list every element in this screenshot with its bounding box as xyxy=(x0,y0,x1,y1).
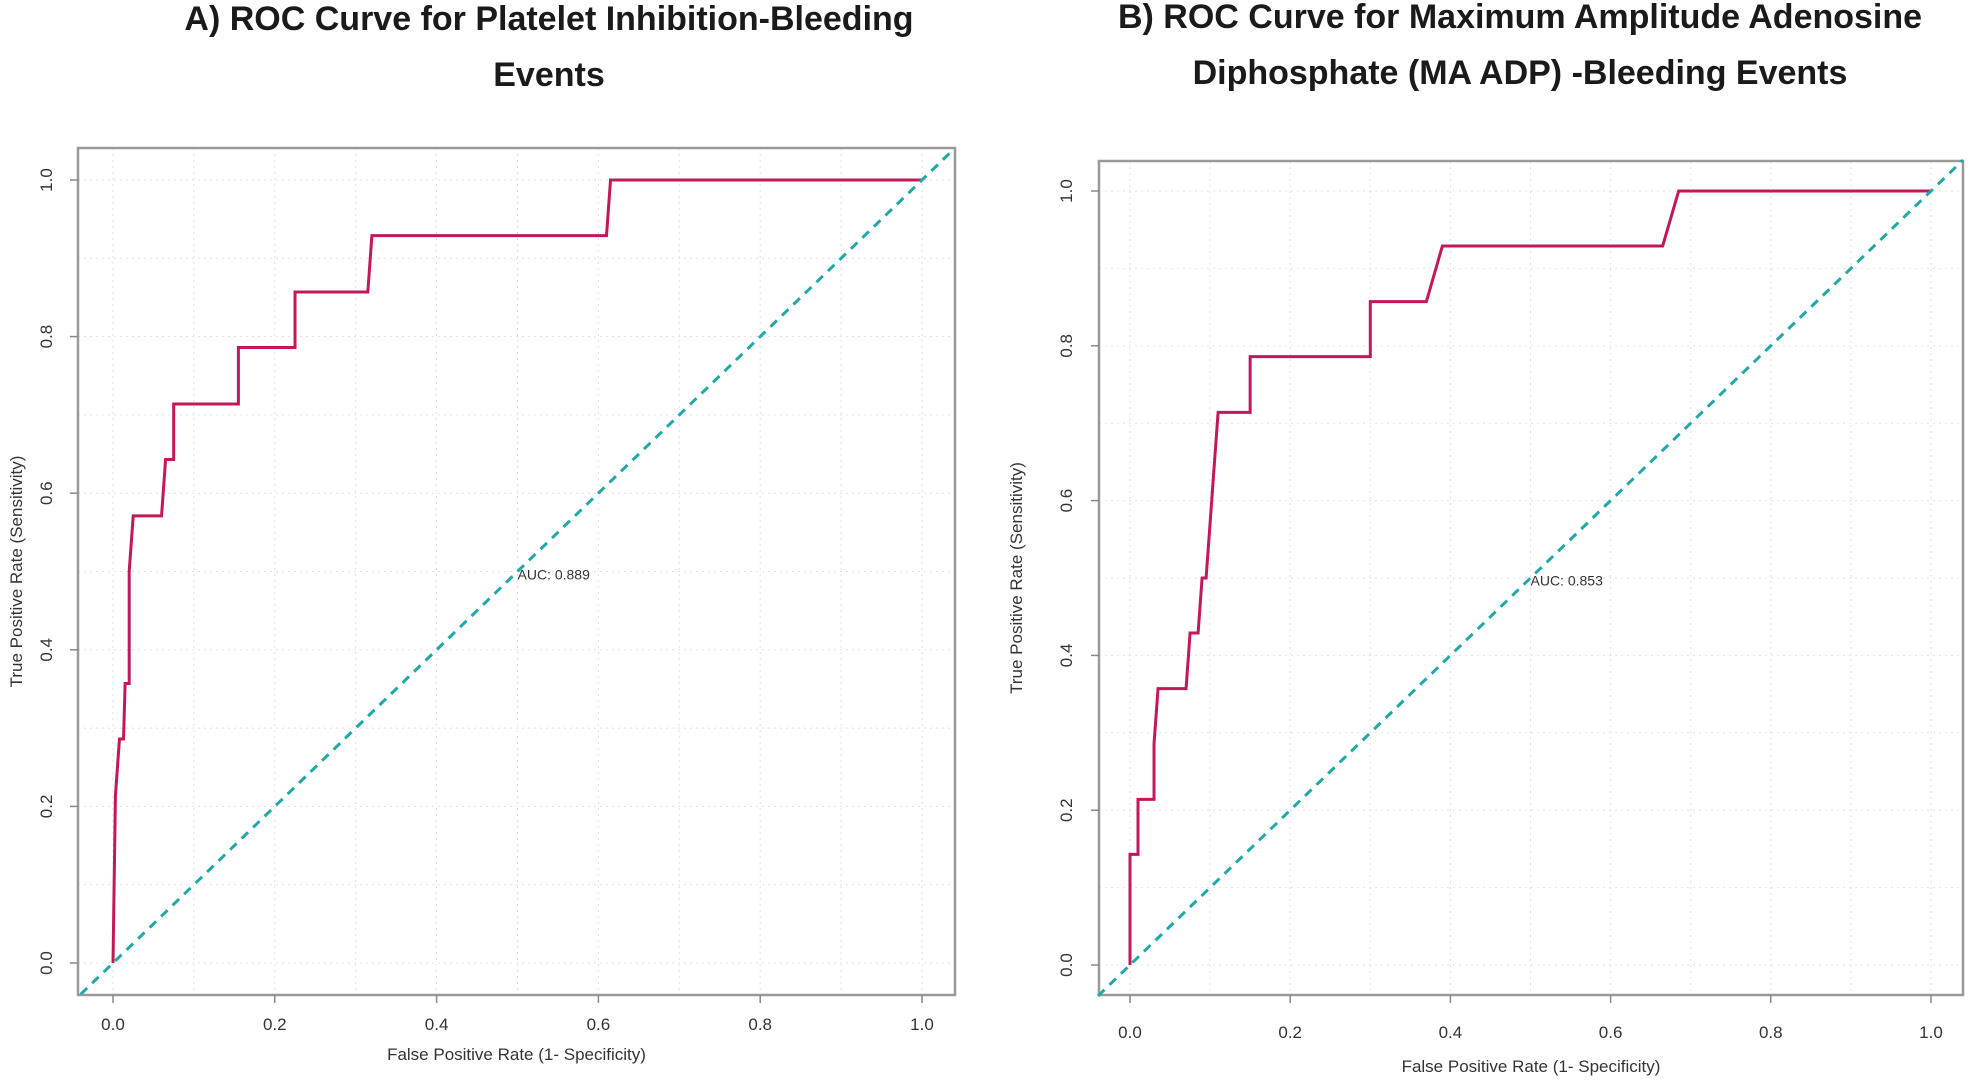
y-tick-label: 1.0 xyxy=(1057,179,1076,203)
y-tick-label: 0.6 xyxy=(37,481,56,505)
x-tick-label: 0.4 xyxy=(1439,1023,1463,1042)
y-tick-label: 0.2 xyxy=(1057,798,1076,822)
y-tick-label: 0.0 xyxy=(37,951,56,975)
roc-curve-line xyxy=(1128,189,1931,965)
panel-a: A) ROC Curve for Platelet Inhibition-Ble… xyxy=(7,0,957,1064)
x-tick-label: 0.2 xyxy=(263,1015,287,1034)
x-tick-label: 0.6 xyxy=(1599,1023,1623,1042)
x-axis-label: False Positive Rate (1- Specificity) xyxy=(1402,1057,1661,1076)
x-tick-label: 1.0 xyxy=(910,1015,934,1034)
chart-title: Events xyxy=(493,56,605,94)
x-tick-label: 0.2 xyxy=(1278,1023,1302,1042)
reference-diagonal-line xyxy=(79,147,956,996)
y-tick-label: 1.0 xyxy=(37,168,56,192)
x-tick-label: 0.0 xyxy=(101,1015,125,1034)
y-tick-label: 0.4 xyxy=(37,638,56,662)
roc-curve-line xyxy=(111,178,922,964)
y-tick-label: 0.6 xyxy=(1057,489,1076,513)
chart-title: Diphosphate (MA ADP) -Bleeding Events xyxy=(1193,54,1848,92)
y-tick-label: 0.4 xyxy=(1057,644,1076,668)
auc-annotation: AUC: 0.889 xyxy=(518,566,591,582)
x-axis-label: False Positive Rate (1- Specificity) xyxy=(387,1045,646,1064)
auc-annotation: AUC: 0.853 xyxy=(1531,573,1604,589)
plot-frame xyxy=(76,146,957,997)
chart-title: B) ROC Curve for Maximum Amplitude Adeno… xyxy=(1118,0,1922,36)
y-tick-label: 0.0 xyxy=(1057,953,1076,977)
x-tick-label: 0.6 xyxy=(587,1015,611,1034)
y-axis-label: True Positive Rate (Sensitivity) xyxy=(7,456,26,688)
x-tick-label: 0.0 xyxy=(1118,1023,1142,1042)
x-tick-label: 1.0 xyxy=(1919,1023,1943,1042)
y-axis-label: True Positive Rate (Sensitivity) xyxy=(1007,462,1026,694)
x-tick-label: 0.8 xyxy=(1759,1023,1783,1042)
y-tick-label: 0.2 xyxy=(37,795,56,819)
reference-diagonal-line xyxy=(1096,158,1965,998)
x-tick-label: 0.4 xyxy=(425,1015,449,1034)
plot-frame xyxy=(1097,159,1965,997)
y-tick-label: 0.8 xyxy=(1057,334,1076,358)
panel-b: B) ROC Curve for Maximum Amplitude Adeno… xyxy=(1007,0,1965,1076)
x-tick-label: 0.8 xyxy=(748,1015,772,1034)
chart-title: A) ROC Curve for Platelet Inhibition-Ble… xyxy=(184,0,913,38)
y-tick-label: 0.8 xyxy=(37,325,56,349)
